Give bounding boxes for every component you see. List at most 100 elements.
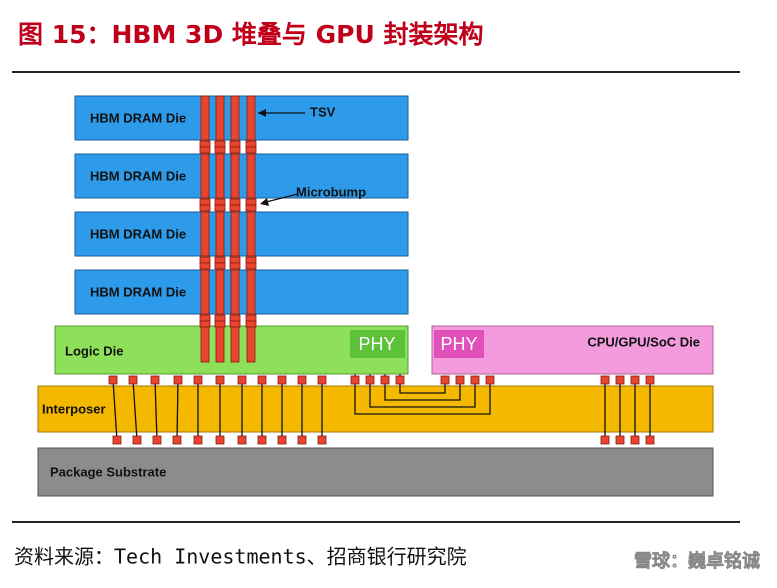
microbump xyxy=(229,262,241,270)
tsv-label: TSV xyxy=(310,104,336,119)
phy-box xyxy=(434,330,484,358)
microbump xyxy=(245,198,257,206)
tsv xyxy=(200,95,210,141)
interposer xyxy=(37,385,714,433)
bump xyxy=(112,435,122,445)
microbump xyxy=(229,314,241,322)
bump xyxy=(380,375,390,385)
microbump xyxy=(214,204,226,212)
hbm-die-label: HBM DRAM Die xyxy=(90,226,186,241)
bump xyxy=(172,435,182,445)
bump xyxy=(193,435,203,445)
hbm-die xyxy=(74,95,409,141)
microbump xyxy=(214,314,226,322)
bump xyxy=(152,435,162,445)
microbump xyxy=(229,320,241,328)
microbump xyxy=(214,140,226,148)
tsv xyxy=(215,269,225,315)
bump xyxy=(257,375,267,385)
via xyxy=(154,379,158,441)
microbump xyxy=(199,204,211,212)
tsv xyxy=(246,153,256,199)
route xyxy=(369,380,476,408)
bump xyxy=(615,435,625,445)
tsv xyxy=(200,325,210,363)
bump xyxy=(600,375,610,385)
bump xyxy=(317,435,327,445)
tsv xyxy=(200,269,210,315)
route xyxy=(384,380,461,401)
substrate-label: Package Substrate xyxy=(50,464,166,479)
arrow-head xyxy=(260,198,269,206)
via xyxy=(132,379,138,441)
tsv xyxy=(215,95,225,141)
tsv xyxy=(215,325,225,363)
bump xyxy=(615,375,625,385)
tsv xyxy=(215,211,225,257)
microbump xyxy=(214,146,226,154)
microbump xyxy=(245,262,257,270)
hbm-die-label: HBM DRAM Die xyxy=(90,110,186,125)
microbump xyxy=(199,314,211,322)
bump xyxy=(277,435,287,445)
tsv xyxy=(230,211,240,257)
microbump xyxy=(214,262,226,270)
tsv xyxy=(215,153,225,199)
bump xyxy=(440,375,450,385)
tsv xyxy=(230,95,240,141)
watermark: 雪球：巍卓铭诚 xyxy=(634,550,760,571)
hbm-stack: HBM DRAM Die HBM DRAM Die HBM DRAM Die HBM … xyxy=(74,95,409,363)
phy-label: PHY xyxy=(440,334,477,354)
hbm-die-label: HBM DRAM Die xyxy=(90,168,186,183)
microbump-label: Microbump xyxy=(296,184,366,199)
microbump xyxy=(199,256,211,264)
microbump xyxy=(199,146,211,154)
tsv xyxy=(230,269,240,315)
tsv xyxy=(230,325,240,363)
bump xyxy=(193,375,203,385)
tsv xyxy=(200,211,210,257)
route xyxy=(354,380,491,415)
route xyxy=(399,380,446,394)
bump xyxy=(350,375,360,385)
microbump xyxy=(229,198,241,206)
bump xyxy=(455,375,465,385)
microbump xyxy=(199,262,211,270)
bump xyxy=(365,375,375,385)
source: 资料来源：Tech Investments、招商银行研究院 xyxy=(14,545,467,569)
microbump xyxy=(229,204,241,212)
bump xyxy=(645,375,655,385)
bump xyxy=(215,375,225,385)
tsv xyxy=(200,153,210,199)
bump xyxy=(600,435,610,445)
microbump xyxy=(214,256,226,264)
bump xyxy=(257,435,267,445)
hbm-die xyxy=(74,269,409,315)
microbump xyxy=(229,140,241,148)
tsv xyxy=(230,153,240,199)
microbump xyxy=(199,140,211,148)
microbump xyxy=(245,256,257,264)
bump xyxy=(150,375,160,385)
microbump xyxy=(214,320,226,328)
via xyxy=(112,379,118,441)
bump xyxy=(237,435,247,445)
tsv xyxy=(246,269,256,315)
bump xyxy=(173,375,183,385)
bump xyxy=(237,375,247,385)
bump xyxy=(215,435,225,445)
microbump xyxy=(245,204,257,212)
hbm-die xyxy=(74,211,409,257)
microbump xyxy=(229,146,241,154)
microbump xyxy=(214,198,226,206)
microbump xyxy=(245,314,257,322)
title: 图 15：HBM 3D 堆叠与 GPU 封装架构 xyxy=(18,20,483,49)
bump xyxy=(485,375,495,385)
hbm-die xyxy=(74,153,409,199)
interposer-label: Interposer xyxy=(42,401,106,416)
hbm-die-label: HBM DRAM Die xyxy=(90,284,186,299)
arrow xyxy=(261,193,299,204)
arrow-head xyxy=(258,109,266,117)
microbump xyxy=(229,256,241,264)
bump xyxy=(317,375,327,385)
